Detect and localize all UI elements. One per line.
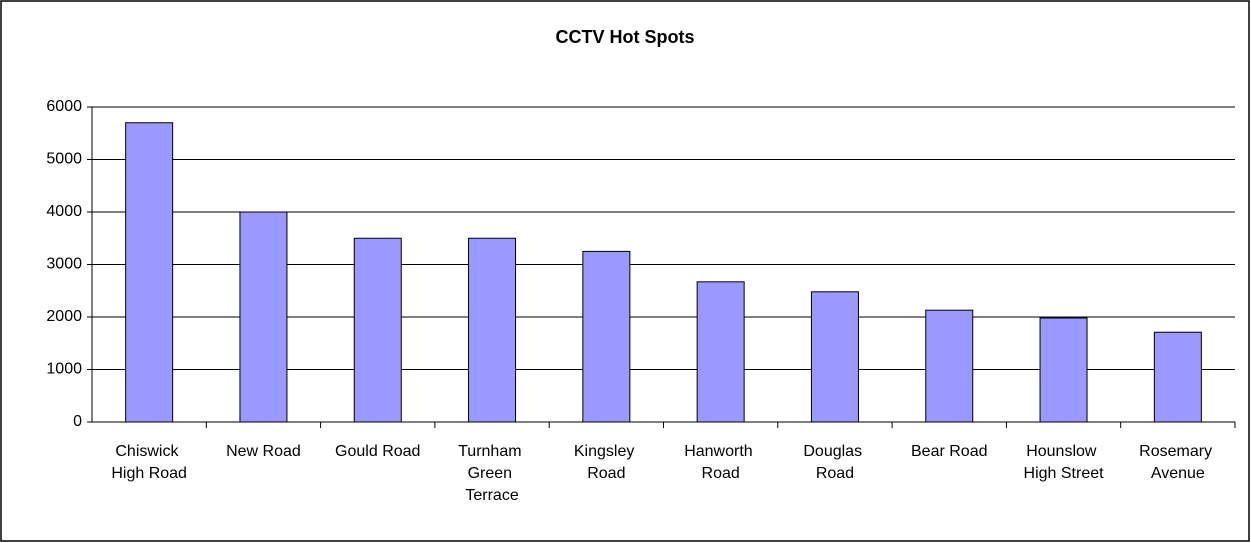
bar bbox=[468, 237, 517, 423]
bar bbox=[239, 211, 288, 423]
bar bbox=[582, 250, 631, 423]
x-tick-label: Hanworth Road bbox=[684, 443, 757, 482]
x-tick-label: Turnham Green Terrace bbox=[458, 443, 526, 504]
chart-title: CCTV Hot Spots bbox=[556, 27, 695, 47]
y-tick-label: 4000 bbox=[46, 203, 82, 220]
y-tick-label: 6000 bbox=[46, 98, 82, 115]
bar bbox=[1153, 331, 1202, 423]
bar bbox=[353, 237, 402, 423]
bar bbox=[125, 122, 174, 423]
bar bbox=[696, 281, 745, 423]
x-tick-label: Kingsley Road bbox=[574, 443, 639, 482]
bar bbox=[810, 291, 859, 423]
bar bbox=[1039, 317, 1088, 423]
y-tick-label: 2000 bbox=[46, 308, 82, 325]
x-tick-label: Gould Road bbox=[335, 443, 420, 460]
x-tick-label: New Road bbox=[226, 443, 301, 460]
x-tick-label: Rosemary Avenue bbox=[1139, 443, 1216, 482]
y-tick-label: 5000 bbox=[46, 151, 82, 168]
x-tick-label: Bear Road bbox=[911, 443, 988, 460]
y-tick-label: 1000 bbox=[46, 361, 82, 378]
x-tick-label: Douglas Road bbox=[803, 443, 866, 482]
bar bbox=[925, 309, 974, 423]
x-tick-label: Chiswick High Road bbox=[111, 443, 187, 482]
x-tick-label: Hounslow High Street bbox=[1024, 443, 1105, 482]
y-tick-label: 3000 bbox=[46, 256, 82, 273]
y-tick-label: 0 bbox=[73, 413, 82, 430]
